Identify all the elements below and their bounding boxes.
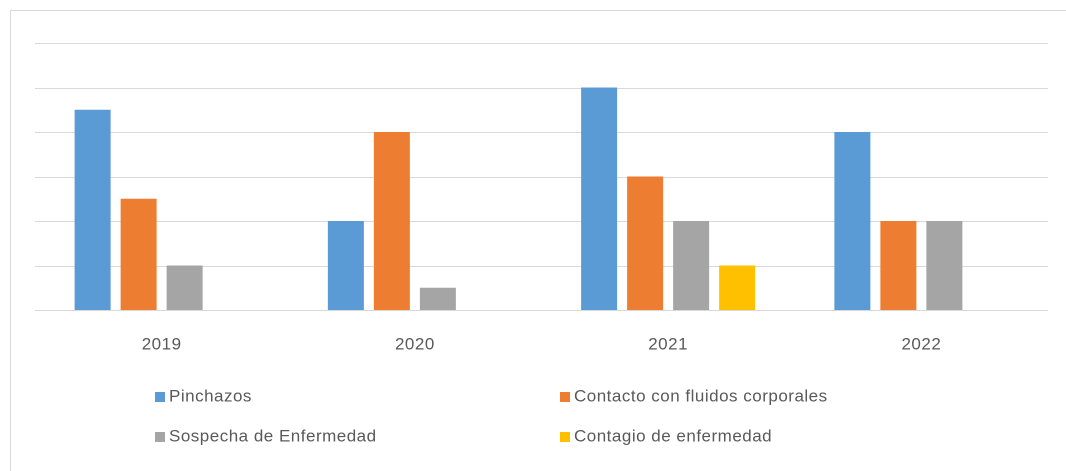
bar — [327, 221, 364, 310]
legend-label: Contagio de enfermedad — [574, 426, 772, 445]
bar — [627, 176, 664, 310]
x-tick-label: 2022 — [901, 334, 941, 353]
bar — [419, 287, 456, 310]
x-tick-label: 2021 — [648, 334, 688, 353]
legend-label: Pinchazos — [169, 386, 252, 405]
bar — [719, 265, 756, 310]
bar — [880, 221, 917, 310]
bar — [926, 221, 963, 310]
legend-label: Sospecha de Enfermedad — [169, 426, 377, 445]
bar — [74, 109, 111, 310]
bar — [120, 198, 157, 310]
legend-label: Contacto con fluidos corporales — [574, 386, 828, 405]
bar — [834, 132, 871, 310]
bar — [373, 132, 410, 310]
x-tick-label: 2020 — [395, 334, 435, 353]
x-tick-label: 2019 — [142, 334, 182, 353]
bar — [581, 87, 618, 310]
legend-swatch — [560, 392, 570, 402]
legend-swatch — [155, 392, 165, 402]
legend-swatch — [155, 432, 165, 442]
bar — [673, 221, 710, 310]
legend-swatch — [560, 432, 570, 442]
bar — [166, 265, 203, 310]
